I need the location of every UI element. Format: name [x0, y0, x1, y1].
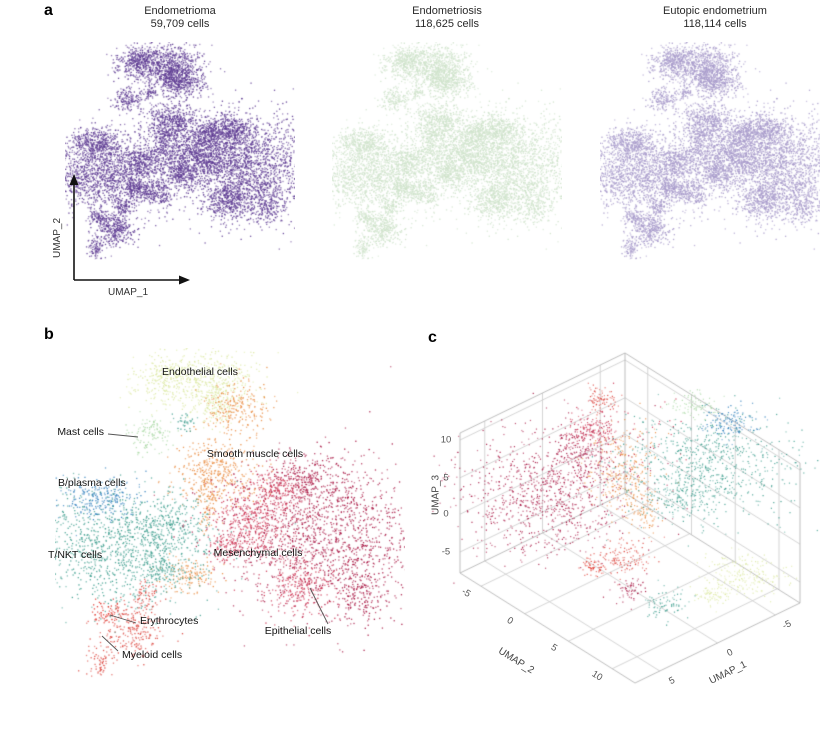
panel-c-label: c: [428, 329, 437, 346]
panel-a-label: a: [44, 2, 53, 19]
subplot-cellcount-endometriosis: 118,625 cells: [414, 18, 479, 31]
umap-scatter-celltypes: [55, 348, 405, 678]
umap1-arrowhead-icon: [179, 275, 190, 285]
subplot-cellcount-eutopic: 118,114 cells: [683, 18, 747, 31]
panel-a: a Endometrioma 59,709 cells Endometriosi…: [0, 0, 820, 312]
panel-b: b Endothelial cells Mast cells Smooth musc…: [40, 326, 440, 730]
umap1-axis-label: UMAP_1: [108, 287, 148, 298]
panel-b-label: b: [44, 326, 54, 343]
subplot-title-endometriosis: Endometriosis: [412, 5, 482, 17]
umap-endometriosis: Endometriosis 118,625 cells: [322, 4, 572, 261]
subplot-title-eutopic: Eutopic endometrium: [663, 5, 767, 17]
subplot-title-endometrioma: Endometrioma: [144, 5, 216, 17]
subplot-cellcount-endometrioma: 59,709 cells: [150, 18, 210, 31]
umap-scatter-eutopic: [600, 42, 820, 261]
umap-eutopic-endometrium: Eutopic endometrium 118,114 cells: [590, 4, 820, 261]
umap-scatter-endometriosis: [332, 42, 562, 261]
umap-endometrioma: Endometrioma 59,709 cells: [55, 4, 305, 261]
umap-3d-scatter: [420, 343, 820, 738]
panel-c: c UMAP_3 UMAP_2 UMAP_1 10 5 0 -5 -5 0 5 10 5 0 -5: [420, 329, 820, 738]
umap-scatter-endometrioma: [65, 42, 295, 261]
